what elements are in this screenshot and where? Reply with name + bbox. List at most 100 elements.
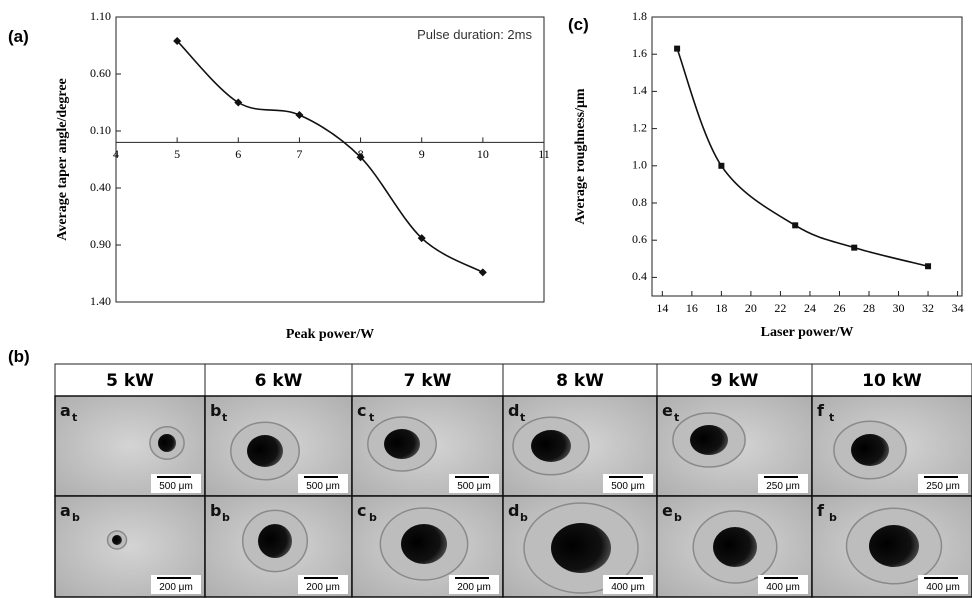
cell-letter: e — [662, 501, 673, 520]
cell-subscript: t — [369, 411, 374, 424]
cell-letter: e — [662, 401, 673, 420]
hole — [713, 527, 757, 567]
cell-letter: a — [60, 401, 71, 420]
plot-frame — [651, 16, 963, 297]
x-axis-title: Laser power/W — [761, 325, 854, 340]
column-header: 10 kW — [862, 371, 922, 391]
cell-letter: f — [817, 501, 825, 520]
scale-bar-box — [758, 575, 808, 594]
scale-bar-box — [298, 474, 348, 493]
curve — [676, 48, 929, 268]
scale-bar-box — [603, 575, 653, 594]
curve — [176, 40, 484, 274]
marker — [295, 111, 304, 120]
scale-bar-label: 200 μm — [306, 582, 340, 593]
scale-bar-label: 500 μm — [306, 481, 340, 492]
scale-bar-box — [151, 575, 201, 594]
marker — [173, 36, 182, 45]
cell-subscript: b — [222, 511, 230, 524]
marker — [478, 268, 487, 277]
scale-bar-label: 500 μm — [159, 481, 193, 492]
x-tick-label: 10 — [477, 147, 489, 161]
hole — [247, 435, 283, 467]
hole — [258, 524, 292, 558]
plot-frame — [115, 16, 545, 303]
hole — [112, 535, 122, 545]
scale-bar-box — [449, 575, 499, 594]
cell-letter: a — [60, 501, 71, 520]
cell-subscript: t — [674, 411, 679, 424]
y-tick-label: 1.8 — [632, 9, 647, 23]
scale-bar-label: 400 μm — [611, 582, 645, 593]
scale-bar-box — [918, 575, 968, 594]
hole — [690, 425, 728, 455]
column-header-cell — [502, 363, 658, 397]
column-header: 8 kW — [556, 371, 604, 391]
cell-subscript: t — [520, 411, 525, 424]
panel-label: (b) — [8, 347, 30, 366]
column-header-cell — [204, 363, 353, 397]
scale-bar-label: 200 μm — [457, 582, 491, 593]
cell-letter: d — [508, 501, 519, 520]
x-tick-label: 9 — [419, 147, 425, 161]
column-header: 7 kW — [404, 371, 452, 391]
marker — [417, 234, 426, 243]
column-header: 9 kW — [711, 371, 759, 391]
panel-label: (a) — [8, 27, 29, 46]
annotation: Pulse duration: 2ms — [417, 27, 532, 42]
y-tick-label: 0.6 — [632, 232, 647, 246]
column-header-cell — [811, 363, 972, 397]
y-axis-title: Average roughness/μm — [573, 88, 588, 224]
scale-bar-box — [151, 474, 201, 493]
scale-bar-label: 250 μm — [766, 481, 800, 492]
x-tick-label: 28 — [863, 301, 875, 315]
y-tick-label: 0.10 — [90, 123, 111, 137]
scale-bar-label: 200 μm — [159, 582, 193, 593]
cell-subscript: b — [520, 511, 528, 524]
cell-letter: c — [357, 401, 366, 420]
y-tick-label: 0.40 — [90, 180, 111, 194]
cell-subscript: t — [222, 411, 227, 424]
x-tick-label: 6 — [235, 147, 241, 161]
column-header: 6 kW — [255, 371, 303, 391]
scale-bar-label: 250 μm — [926, 481, 960, 492]
column-header-cell — [656, 363, 813, 397]
y-tick-label: 1.6 — [632, 46, 647, 60]
cell-letter: f — [817, 401, 825, 420]
y-tick-label: 1.40 — [90, 294, 111, 308]
x-tick-label: 32 — [922, 301, 934, 315]
y-tick-label: 1.0 — [632, 158, 647, 172]
x-tick-label: 4 — [113, 147, 119, 161]
scale-bar-label: 500 μm — [611, 481, 645, 492]
marker — [851, 244, 858, 251]
x-tick-label: 5 — [174, 147, 180, 161]
y-tick-label: 1.4 — [632, 83, 647, 97]
y-tick-label: 0.60 — [90, 66, 111, 80]
marker — [718, 162, 725, 169]
x-tick-label: 30 — [893, 301, 905, 315]
scale-bar-label: 400 μm — [926, 582, 960, 593]
cell-letter: b — [210, 401, 221, 420]
cell-subscript: b — [674, 511, 682, 524]
scale-bar-box — [449, 474, 499, 493]
scale-bar-box — [918, 474, 968, 493]
marker — [356, 153, 365, 162]
hole — [531, 430, 571, 462]
cell-subscript: b — [72, 511, 80, 524]
marker — [674, 45, 681, 52]
marker — [792, 222, 799, 229]
y-axis-title: Average taper angle/degree — [55, 78, 70, 241]
scale-bar-label: 500 μm — [457, 481, 491, 492]
hole — [551, 523, 611, 573]
hole — [384, 429, 420, 459]
marker — [925, 263, 932, 270]
y-tick-label: 0.90 — [90, 237, 111, 251]
cell-subscript: t — [829, 411, 834, 424]
hole — [401, 524, 447, 564]
x-tick-label: 14 — [656, 301, 668, 315]
x-tick-label: 26 — [833, 301, 845, 315]
x-tick-label: 20 — [745, 301, 757, 315]
x-tick-label: 22 — [774, 301, 786, 315]
cell-letter: b — [210, 501, 221, 520]
